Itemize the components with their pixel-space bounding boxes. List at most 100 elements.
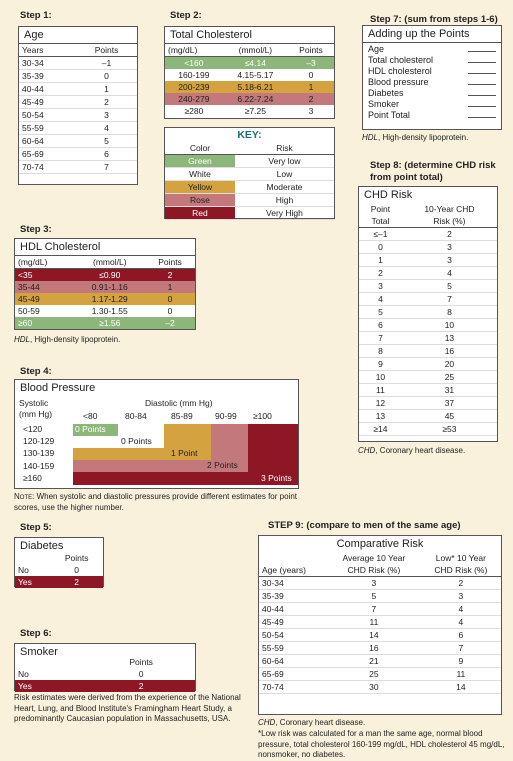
age-points: 6 [76, 147, 137, 161]
comparative-low: 6 [420, 628, 501, 642]
diabetes-title: Diabetes [20, 540, 64, 552]
comparative-age: 45-49 [259, 615, 328, 629]
chd-risk: 16 [401, 344, 497, 358]
chd-risk: 31 [401, 383, 497, 397]
chd-point-total: 9 [359, 357, 402, 371]
comparative-low: 9 [420, 654, 501, 668]
chd-point-total: 6 [359, 318, 402, 332]
chd-point-total: 5 [359, 305, 402, 319]
chd-risk: 5 [401, 279, 497, 293]
age-points: 7 [76, 160, 137, 174]
sum-item: Smoker [368, 99, 496, 110]
chd-row: ≤–1 2 [359, 227, 497, 241]
key-row: Red Very High [165, 206, 334, 220]
points-sum-box: Adding up the Points Age Total cholestero… [362, 25, 502, 130]
age-range: 45-49 [19, 95, 77, 109]
key-row: Green Very low [165, 154, 334, 168]
hdl-table: HDL Cholesterol (mg/dL) (mmol/L) Points <3… [14, 238, 196, 330]
col-mmol: (mmol/L) [222, 44, 288, 57]
chd-risk: 37 [401, 396, 497, 410]
hdl-row: 35-44 0.91-1.16 1 [15, 281, 195, 293]
comparative-age: 60-64 [259, 654, 328, 668]
diabetes-row: No 0 [15, 564, 103, 576]
step9-label: STEP 9: (compare to men of the same age) [268, 520, 461, 531]
comparative-average: 7 [327, 602, 421, 616]
age-table-title: Age [19, 27, 137, 44]
total-cholesterol-row: ≥280 ≥7.25 3 [165, 105, 334, 117]
age-points: 3 [76, 108, 137, 122]
age-points: 1 [76, 82, 137, 96]
hdl-mmol: 1.30-1.55 [91, 306, 128, 316]
total-cholesterol-row: <160 ≤4.14 –3 [165, 56, 334, 69]
age-range: 35-39 [19, 69, 77, 83]
chd-risk-title: CHD Risk [364, 189, 413, 201]
bp-points-2: 2 Points [207, 460, 238, 470]
comparative-age: 40-44 [259, 602, 328, 616]
key-row: White Low [165, 167, 334, 181]
chd-point-total: 12 [359, 396, 402, 410]
col-points: Points [145, 256, 195, 269]
age-points: 4 [76, 121, 137, 135]
chd-row: 9 20 [359, 357, 497, 371]
tc-points: 3 [308, 106, 314, 116]
sum-item-blank [468, 110, 496, 118]
color-key: KEY: Color Risk Green Very low White Low Yell… [164, 127, 335, 220]
chd-point-total: 3 [359, 279, 402, 293]
age-row: 30-34 –1 [19, 56, 137, 70]
bp-title: Blood Pressure [20, 382, 96, 394]
chd-risk: 20 [401, 357, 497, 371]
total-cholesterol-row: 160-199 4.15-5.17 0 [165, 69, 334, 81]
chd-point-total: 1 [359, 253, 402, 267]
comparative-low: 4 [420, 602, 501, 616]
age-range: 65-69 [19, 147, 77, 161]
diabetes-row-points: 2 [74, 577, 80, 587]
chd-risk-rows: Point 10-Year CHD Total Risk (%) ≤–1 2 0 3 1 3 2… [359, 203, 497, 436]
key-risk: Very low [234, 154, 334, 168]
smoker-rows: Points No 0 Yes 2 [15, 656, 195, 692]
age-points: 2 [76, 95, 137, 109]
smoker-row-label: Yes [18, 681, 32, 691]
tc-mgdl: ≥280 [184, 106, 204, 116]
key-row: Yellow Moderate [165, 180, 334, 194]
step5-label: Step 5: [20, 522, 52, 533]
comparative-average: 14 [327, 628, 421, 642]
blood-pressure-grid: Blood Pressure Systolic (mm Hg) Diastoli… [14, 379, 299, 489]
sum-item-blank [468, 44, 496, 52]
total-cholesterol-row: 240-279 6.22-7.24 2 [165, 93, 334, 105]
tc-mgdl: 200-239 [178, 82, 210, 92]
tc-mmol: ≥7.25 [244, 106, 266, 116]
comparative-average: 30 [327, 680, 421, 694]
tc-points: –3 [306, 58, 316, 68]
step7-note: HDL, High-density lipoprotein. [362, 133, 468, 144]
chd-risk: 3 [401, 253, 497, 267]
hdl-mgdl: 45-49 [18, 294, 40, 304]
col-average-2: CHD Risk (%) [327, 564, 421, 577]
age-range: 50-54 [19, 108, 77, 122]
sum-item-label: Diabetes [368, 88, 404, 98]
col-low-2: CHD Risk (%) [420, 564, 501, 577]
systolic-label: Systolic [19, 398, 49, 408]
age-row: 40-44 1 [19, 82, 137, 96]
col-mmol: (mmol/L) [74, 256, 146, 269]
step7-note-text: , High-density lipoprotein. [378, 133, 469, 142]
age-points-table: Years Points 30-34 –1 35-39 0 40-44 1 45-49 2 50-… [19, 44, 137, 174]
hdl-row: <35 ≤0.90 2 [15, 268, 195, 281]
chd-risk: 3 [401, 240, 497, 254]
comparative-row: 60-64 21 9 [259, 654, 501, 668]
chd-point-total: 0 [359, 240, 402, 254]
age-range: 55-59 [19, 121, 77, 135]
age-range: 70-74 [19, 160, 77, 174]
comparative-average: 21 [327, 654, 421, 668]
hdl-mgdl: 50-59 [18, 306, 40, 316]
comparative-age: 55-59 [259, 641, 328, 655]
comparative-row: 70-74 30 14 [259, 680, 501, 694]
sum-item-label: Smoker [368, 99, 400, 109]
framingham-note: Risk estimates were derived from the exp… [14, 693, 241, 723]
sum-item-label: Point Total [368, 110, 410, 120]
diabetes-row-label: No [18, 565, 29, 575]
age-row: 50-54 3 [19, 108, 137, 122]
chd-row: ≥14 ≥53 [359, 422, 497, 436]
sum-item: Diabetes [368, 88, 496, 99]
hdl-row: 50-59 1.30-1.55 0 [15, 305, 195, 317]
